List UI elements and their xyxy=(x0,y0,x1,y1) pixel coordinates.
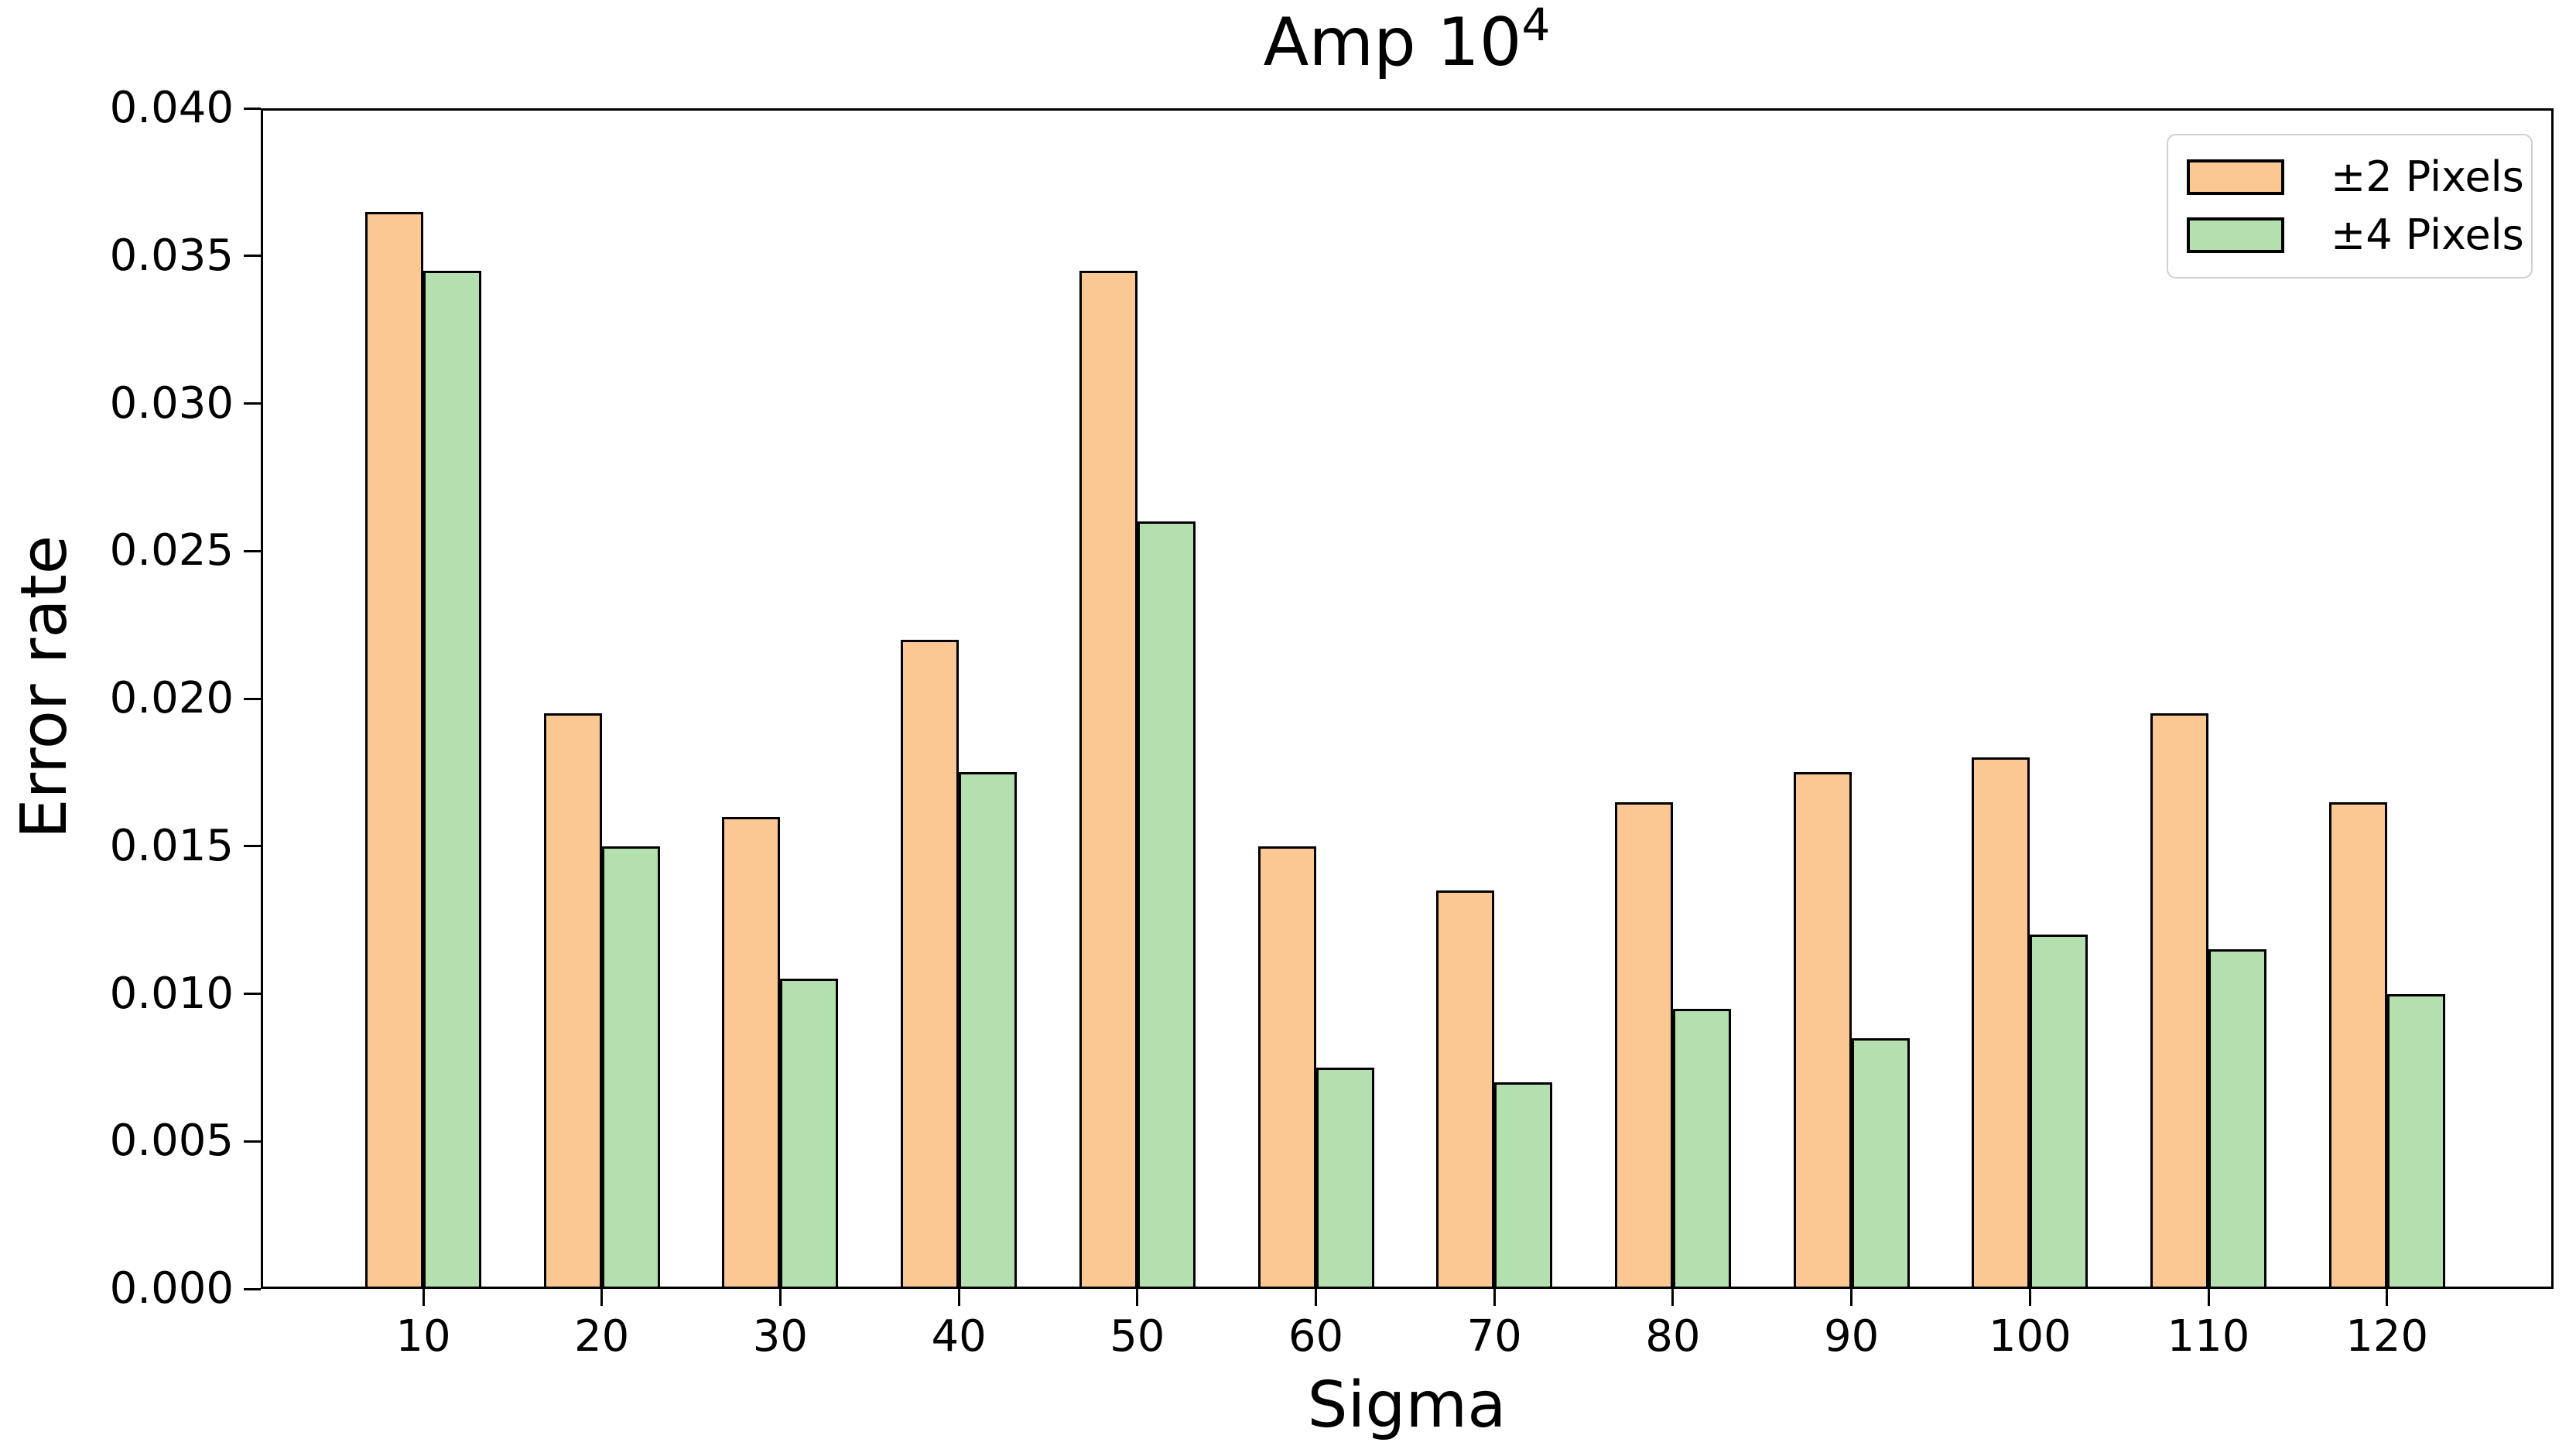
bar-series1-sigma-30 xyxy=(722,816,781,1289)
x-tick-mark-100 xyxy=(2028,1289,2031,1306)
legend-swatch-icon xyxy=(2187,217,2284,253)
x-tick-label: 30 xyxy=(752,1311,809,1362)
x-tick-label: 90 xyxy=(1823,1311,1880,1362)
x-tick-label: 10 xyxy=(395,1311,451,1362)
chart-title-base: Amp 10 xyxy=(1263,4,1522,81)
y-tick-label: 0.005 xyxy=(109,1116,234,1167)
bar-series2-sigma-20 xyxy=(601,846,660,1289)
x-tick-mark-50 xyxy=(1136,1289,1139,1306)
x-tick-mark-70 xyxy=(1493,1289,1496,1306)
x-tick-mark-80 xyxy=(1671,1289,1675,1306)
legend-swatch-icon xyxy=(2187,159,2284,195)
bar-series1-sigma-40 xyxy=(901,639,960,1289)
x-tick-mark-40 xyxy=(957,1289,960,1306)
bar-series2-sigma-100 xyxy=(2030,935,2089,1289)
legend-item-2: ±4 Pixels xyxy=(2168,214,2531,256)
bar-series1-sigma-80 xyxy=(1614,801,1673,1289)
bar-series2-sigma-10 xyxy=(423,270,481,1289)
x-tick-label: 120 xyxy=(2345,1311,2429,1362)
x-tick-label: 80 xyxy=(1645,1311,1701,1362)
y-tick-label: 0.035 xyxy=(109,230,234,281)
chart-title: Amp 104 xyxy=(1264,2,1551,77)
bar-series2-sigma-70 xyxy=(1494,1082,1553,1289)
bar-series2-sigma-120 xyxy=(2386,993,2445,1289)
x-tick-mark-90 xyxy=(1850,1289,1853,1306)
x-tick-label: 40 xyxy=(931,1311,987,1362)
y-tick-label: 0.000 xyxy=(109,1263,234,1314)
y-tick-mark-0.000 xyxy=(244,1287,261,1290)
bar-series1-sigma-120 xyxy=(2328,801,2387,1289)
x-tick-label: 110 xyxy=(2167,1311,2250,1362)
y-tick-mark-0.035 xyxy=(244,255,261,258)
bar-series1-sigma-10 xyxy=(365,211,423,1289)
bar-series1-sigma-20 xyxy=(543,713,602,1289)
x-tick-label: 50 xyxy=(1110,1311,1165,1362)
legend-label: ±2 Pixels xyxy=(2331,152,2524,201)
y-tick-mark-0.005 xyxy=(244,1140,261,1143)
legend-label: ±4 Pixels xyxy=(2331,210,2524,259)
y-tick-mark-0.030 xyxy=(244,402,261,405)
y-tick-label: 0.020 xyxy=(109,673,234,723)
chart-title-superscript: 4 xyxy=(1521,0,1551,51)
x-tick-mark-60 xyxy=(1315,1289,1317,1306)
y-tick-mark-0.015 xyxy=(244,845,261,848)
y-tick-mark-0.040 xyxy=(244,107,261,110)
y-tick-mark-0.025 xyxy=(244,549,261,552)
bar-series1-sigma-70 xyxy=(1436,890,1495,1289)
bar-series1-sigma-90 xyxy=(1793,772,1852,1289)
y-tick-label: 0.025 xyxy=(109,525,234,576)
y-tick-label: 0.030 xyxy=(109,378,234,429)
y-tick-mark-0.020 xyxy=(244,697,261,700)
bar-series2-sigma-90 xyxy=(1851,1037,1910,1289)
bar-series2-sigma-60 xyxy=(1315,1067,1374,1289)
bar-series2-sigma-50 xyxy=(1137,521,1196,1289)
bar-series2-sigma-110 xyxy=(2208,949,2266,1289)
bar-series1-sigma-50 xyxy=(1079,270,1137,1289)
bar-series2-sigma-30 xyxy=(780,979,839,1289)
y-axis-label: Error rate xyxy=(7,535,81,839)
x-tick-mark-30 xyxy=(778,1289,782,1306)
x-tick-label: 100 xyxy=(1988,1311,2071,1362)
y-tick-mark-0.010 xyxy=(244,993,261,995)
bar-series1-sigma-110 xyxy=(2150,713,2208,1289)
legend: ±2 Pixels ±4 Pixels xyxy=(2167,134,2533,279)
x-tick-mark-20 xyxy=(600,1289,604,1306)
x-tick-mark-10 xyxy=(422,1289,425,1306)
bar-series1-sigma-100 xyxy=(1972,757,2030,1289)
legend-item-1: ±2 Pixels xyxy=(2168,156,2531,198)
x-axis-label: Sigma xyxy=(1307,1369,1507,1442)
y-tick-label: 0.015 xyxy=(109,820,234,871)
bar-series2-sigma-40 xyxy=(959,772,1018,1289)
x-tick-label: 60 xyxy=(1288,1311,1344,1362)
y-tick-label: 0.040 xyxy=(109,83,234,133)
y-tick-label: 0.010 xyxy=(109,968,234,1019)
x-tick-label: 70 xyxy=(1466,1311,1522,1362)
x-tick-label: 20 xyxy=(574,1311,630,1362)
bar-series1-sigma-60 xyxy=(1257,846,1316,1289)
x-tick-mark-110 xyxy=(2207,1289,2210,1306)
bar-series2-sigma-80 xyxy=(1672,1008,1731,1289)
x-tick-mark-120 xyxy=(2386,1289,2389,1306)
